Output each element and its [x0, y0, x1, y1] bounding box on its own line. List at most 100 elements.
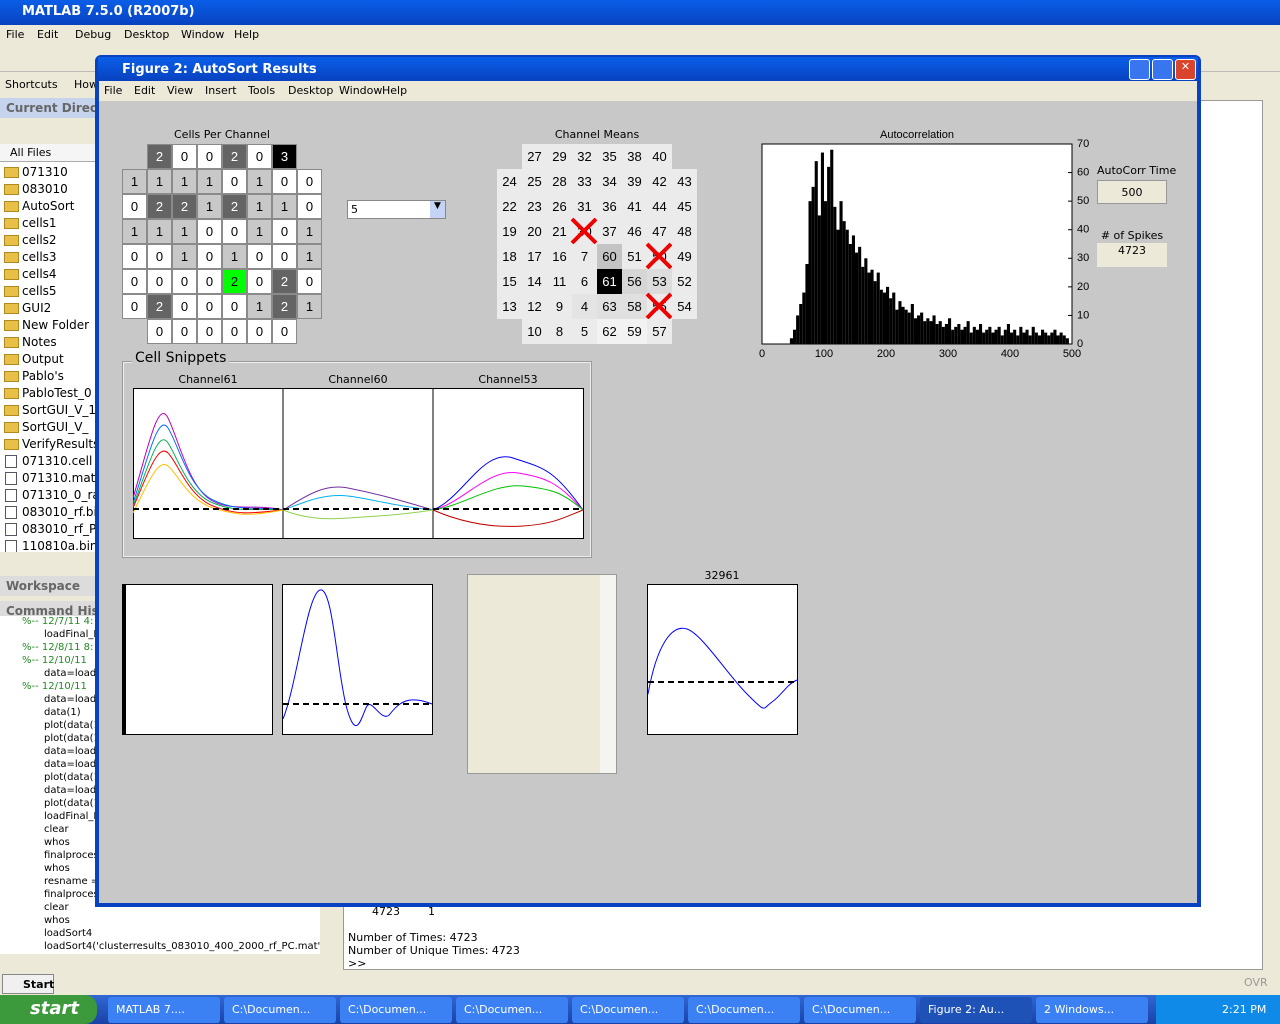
cell-count[interactable]: 0 [272, 319, 297, 344]
listbox[interactable] [467, 574, 617, 774]
cell-count[interactable]: 0 [197, 219, 222, 244]
channel-mean[interactable]: 21 [547, 219, 572, 244]
history-entry[interactable]: data=loada [44, 668, 103, 679]
channel-mean[interactable]: 59 [622, 319, 647, 344]
folder[interactable]: 071310 [22, 165, 68, 179]
cell-count[interactable]: 1 [297, 244, 322, 269]
cell-count[interactable]: 1 [297, 219, 322, 244]
channel-mean[interactable]: 43 [672, 169, 697, 194]
channel-mean[interactable]: 25 [522, 169, 547, 194]
cell-count[interactable]: 0 [222, 294, 247, 319]
prompt[interactable]: >> [348, 957, 367, 970]
folder[interactable]: SortGUI_V_ [22, 420, 89, 434]
history-entry[interactable]: data=loada [44, 746, 103, 757]
channel-mean[interactable]: 45 [672, 194, 697, 219]
cell-count[interactable]: 0 [147, 244, 172, 269]
cell-count[interactable]: 0 [122, 269, 147, 294]
task-button[interactable]: C:\Documen... [224, 997, 336, 1023]
channel-mean[interactable]: 19 [497, 219, 522, 244]
history-entry[interactable]: data=loada [44, 785, 103, 796]
menu-item[interactable]: View [167, 84, 194, 97]
cell-count[interactable]: 2 [172, 194, 197, 219]
menu-item[interactable]: Help [382, 84, 408, 97]
history-entry[interactable]: data=loada [44, 759, 103, 770]
file[interactable]: 071310.mat [22, 471, 96, 485]
folder[interactable]: cells3 [22, 250, 57, 264]
menu-item[interactable]: Window [339, 84, 383, 97]
channel-mean[interactable]: 26 [547, 194, 572, 219]
cell-count[interactable]: 1 [272, 194, 297, 219]
cell-count[interactable]: 1 [172, 219, 197, 244]
start-button[interactable]: Start [2, 974, 54, 994]
cell-count[interactable]: 1 [247, 219, 272, 244]
channel-mean[interactable]: 30 [570, 217, 598, 245]
folder[interactable]: cells4 [22, 267, 57, 281]
channel-mean[interactable]: 11 [547, 269, 572, 294]
channel-mean[interactable]: 9 [547, 294, 572, 319]
minimize-button[interactable] [1129, 59, 1150, 80]
cell-count[interactable]: 1 [247, 194, 272, 219]
folder[interactable]: Output [22, 352, 64, 366]
channel-mean[interactable]: 31 [572, 194, 597, 219]
folder[interactable]: Notes [22, 335, 57, 349]
cell-count[interactable]: 1 [247, 169, 272, 194]
channel-mean[interactable]: 48 [672, 219, 697, 244]
channel-mean[interactable]: 34 [597, 169, 622, 194]
channel-mean[interactable]: 5 [572, 319, 597, 344]
channel-mean[interactable]: 4 [572, 294, 597, 319]
cell-count[interactable]: 0 [197, 269, 222, 294]
history-entry[interactable]: plot(data(1 [44, 733, 100, 744]
cell-count[interactable]: 2 [147, 294, 172, 319]
cell-count[interactable]: 0 [197, 144, 222, 169]
channel-mean[interactable]: 40 [647, 144, 672, 169]
folder[interactable]: AutoSort [22, 199, 75, 213]
cell-count[interactable]: 0 [297, 169, 322, 194]
shortcut[interactable]: How [74, 78, 98, 91]
menu-item[interactable]: Edit [37, 28, 59, 41]
file[interactable]: 071310_0_ra [22, 488, 100, 502]
file[interactable]: 071310.cell [22, 454, 93, 468]
cell-count[interactable]: 2 [147, 194, 172, 219]
cell-count[interactable]: 0 [222, 319, 247, 344]
history-entry[interactable]: plot(data(1 [44, 798, 100, 809]
channel-mean[interactable]: 36 [597, 194, 622, 219]
channel-mean[interactable]: 8 [547, 319, 572, 344]
cell-count[interactable]: 0 [297, 269, 322, 294]
channel-mean[interactable]: 61 [597, 269, 622, 294]
scrollbar[interactable] [600, 575, 616, 773]
history-entry[interactable]: whos [44, 837, 70, 848]
task-button[interactable]: C:\Documen... [456, 997, 568, 1023]
channel-mean[interactable]: 63 [597, 294, 622, 319]
cell-count[interactable]: 1 [197, 194, 222, 219]
cell-count[interactable]: 0 [147, 319, 172, 344]
channel-mean[interactable]: 41 [622, 194, 647, 219]
cell-count[interactable]: 1 [122, 169, 147, 194]
autocorr-time-field[interactable]: 500 [1097, 180, 1167, 204]
cell-count[interactable]: 0 [272, 169, 297, 194]
channel-mean[interactable]: 23 [522, 194, 547, 219]
menu-item[interactable]: File [6, 28, 25, 41]
channel-mean[interactable]: 18 [497, 244, 522, 269]
history-session[interactable]: %-- 12/10/11 [22, 655, 87, 666]
cell-count[interactable]: 2 [272, 294, 297, 319]
channel-mean[interactable]: 57 [647, 319, 672, 344]
cell-count[interactable]: 0 [172, 144, 197, 169]
cell-count[interactable]: 2 [222, 269, 247, 294]
folder[interactable]: PabloTest_0 [22, 386, 92, 400]
cell-count[interactable]: 1 [197, 169, 222, 194]
channel-mean[interactable]: 16 [547, 244, 572, 269]
channel-mean[interactable]: 20 [522, 219, 547, 244]
menu-item[interactable]: Desktop [124, 28, 170, 41]
history-entry[interactable]: whos [44, 915, 70, 926]
menu-item[interactable]: File [104, 84, 123, 97]
history-entry[interactable]: plot(data(1 [44, 772, 100, 783]
channel-mean[interactable]: 55 [645, 292, 673, 320]
popup-menu[interactable]: 5 ▼ [347, 200, 446, 219]
menu-item[interactable]: Insert [205, 84, 237, 97]
channel-mean[interactable]: 12 [522, 294, 547, 319]
cell-count[interactable]: 0 [222, 169, 247, 194]
channel-mean[interactable]: 32 [572, 144, 597, 169]
channel-mean[interactable]: 14 [522, 269, 547, 294]
channel-mean[interactable]: 27 [522, 144, 547, 169]
channel-mean[interactable]: 53 [647, 269, 672, 294]
